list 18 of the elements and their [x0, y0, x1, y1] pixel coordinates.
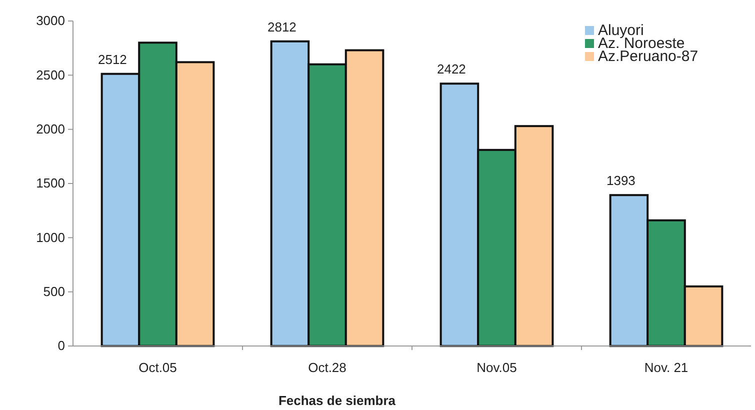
legend-label: Az.Peruano-87: [598, 48, 698, 65]
y-tick-label: 500: [43, 284, 65, 299]
y-tick-label: 0: [58, 338, 65, 354]
x-tick-label: Oct.05: [138, 360, 177, 375]
y-tick-label: 2000: [36, 121, 65, 136]
data-label: 2812: [268, 19, 296, 34]
x-tick-label: Nov.05: [476, 360, 517, 375]
data-label: 2512: [98, 52, 127, 67]
y-tick-label: 1000: [36, 230, 65, 245]
y-tick-label: 2500: [36, 67, 65, 82]
legend-label: Aluyori: [598, 22, 644, 39]
x-tick-label: Nov. 21: [644, 360, 688, 375]
y-tick-label: 1500: [36, 176, 65, 191]
data-label: 1393: [606, 173, 636, 188]
data-label: 2422: [437, 62, 466, 77]
x-axis-title: Fechas de siembra: [278, 393, 396, 408]
x-tick-label: Oct.28: [308, 360, 346, 375]
y-tick-label: 3000: [36, 13, 65, 28]
